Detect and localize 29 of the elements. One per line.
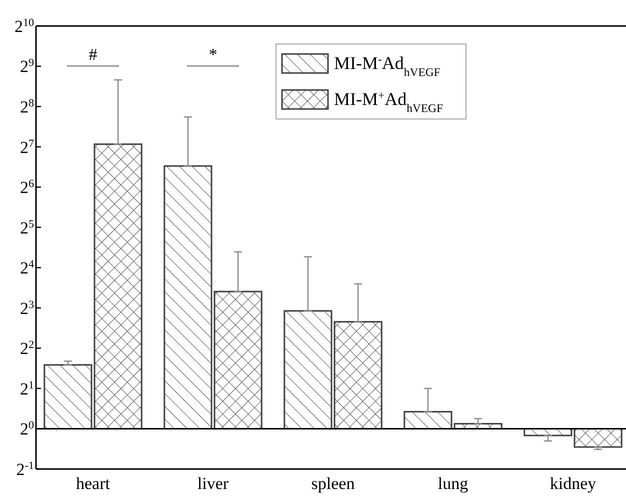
y-tick-label: 2$^{9}$ [20, 57, 34, 76]
bar [44, 364, 92, 430]
y-tick-label: 2$^{1}$ [20, 379, 34, 398]
y-tick-label: 2$^{10}$ [14, 16, 34, 36]
bar [94, 143, 142, 430]
x-tick-label: liver [197, 474, 229, 493]
bar [404, 410, 452, 430]
y-tick-label: 2$^{7}$ [20, 138, 34, 157]
x-tick-label: heart [76, 474, 110, 493]
annotation: # [88, 45, 98, 64]
bar [164, 165, 212, 430]
y-tick-label: 2$^{5}$ [20, 218, 34, 238]
x-tick-label: kidney [550, 474, 597, 493]
y-tick-label: 2$^{4}$ [20, 258, 34, 278]
y-tick-label: 2$^{8}$ [20, 97, 34, 116]
y-tick-label: 2$^{6}$ [20, 178, 34, 198]
bar [334, 321, 382, 430]
legend-label: MI-M$^{+}$Ad$_{hVEGF}$ [334, 88, 444, 114]
bar [574, 428, 622, 448]
x-tick-label: lung [438, 474, 469, 493]
annotation: * [208, 45, 218, 64]
y-tick-label: 2$^{-1}$ [16, 460, 34, 479]
bar [284, 310, 332, 430]
y-tick-label: 2$^{0}$ [20, 420, 34, 439]
y-tick-label: 2$^{2}$ [20, 339, 34, 358]
y-tick-label: 2$^{3}$ [20, 298, 34, 318]
x-tick-label: spleen [311, 474, 356, 493]
bar [214, 290, 262, 430]
legend-label: MI-M$^{-}$Ad$_{hVEGF}$ [334, 52, 441, 78]
